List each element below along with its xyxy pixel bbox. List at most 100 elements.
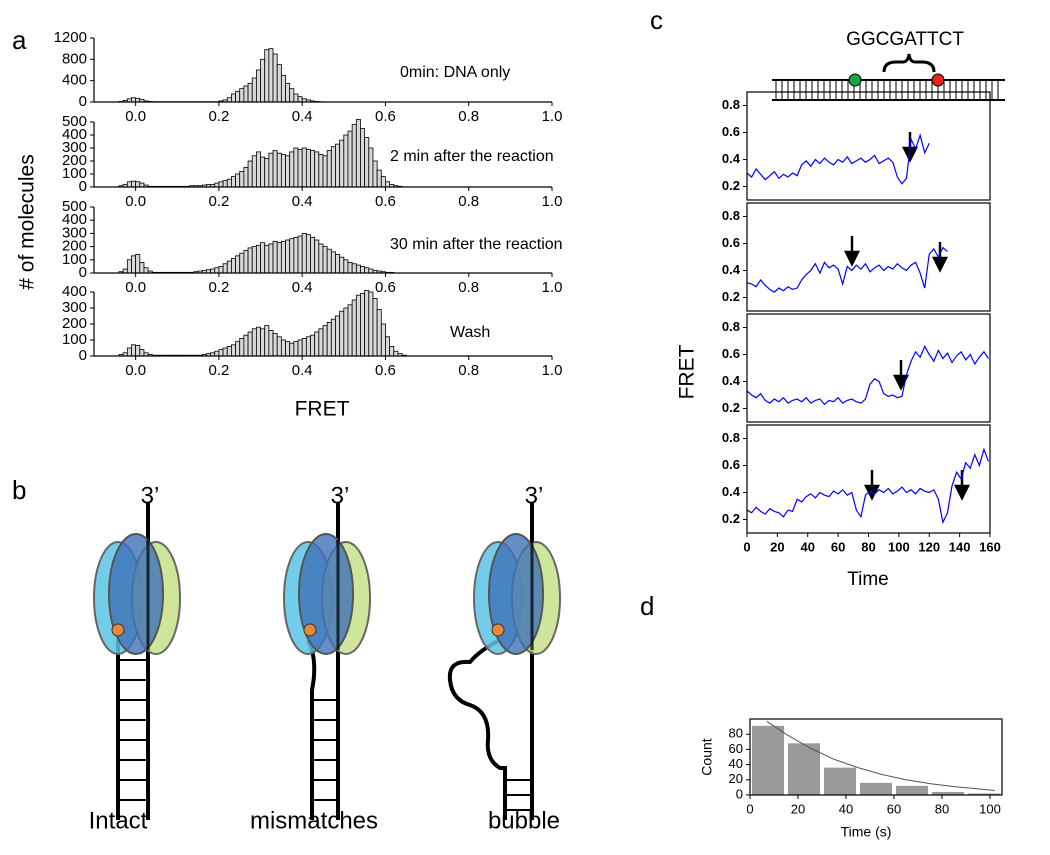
bar xyxy=(243,167,249,188)
bar xyxy=(276,336,282,357)
bar xyxy=(360,265,366,274)
bar xyxy=(301,337,307,357)
fit-curve xyxy=(766,720,995,791)
bar xyxy=(335,315,341,357)
bar xyxy=(305,148,311,188)
bar xyxy=(235,90,241,103)
y-tick-label: 0 xyxy=(79,347,87,364)
bar xyxy=(360,128,366,188)
y-tick-label: 0.4 xyxy=(722,484,741,499)
x-tick-label: 0.4 xyxy=(292,362,313,379)
bar xyxy=(289,88,295,103)
bar xyxy=(289,342,295,357)
bar xyxy=(214,350,220,357)
bar xyxy=(276,242,282,274)
bar xyxy=(310,334,316,357)
bar xyxy=(218,181,224,188)
bar xyxy=(135,254,141,274)
y-tick-label: 300 xyxy=(62,224,87,241)
bar xyxy=(322,155,328,188)
bar xyxy=(360,293,366,357)
bar xyxy=(347,262,353,274)
bar xyxy=(251,155,257,188)
bar xyxy=(272,150,278,188)
bar xyxy=(264,157,270,188)
x-tick-label: 0.8 xyxy=(458,193,479,210)
bar xyxy=(285,341,291,357)
y-tick-label: 0.2 xyxy=(722,289,740,304)
bar xyxy=(380,323,386,357)
bar xyxy=(235,173,241,188)
y-tick-label: 0.6 xyxy=(722,235,740,250)
x-tick-label: 0.0 xyxy=(125,108,146,125)
x-tick-label: 60 xyxy=(831,539,845,554)
bar xyxy=(285,82,291,103)
bar xyxy=(932,791,964,795)
bar xyxy=(330,251,336,274)
x-tick-label: 40 xyxy=(801,539,815,554)
bar xyxy=(343,259,349,274)
bar xyxy=(235,255,241,274)
bar xyxy=(347,304,353,357)
y-tick-label: 0.8 xyxy=(722,208,740,223)
bar xyxy=(339,310,345,357)
trace xyxy=(746,246,948,293)
bar xyxy=(355,294,361,357)
bar xyxy=(289,238,295,274)
bar xyxy=(239,170,245,188)
bar xyxy=(264,244,270,274)
bar xyxy=(289,151,295,188)
bar xyxy=(268,152,274,188)
bar xyxy=(364,137,370,188)
y-tick-label: 40 xyxy=(729,756,743,771)
bar xyxy=(305,234,311,274)
bar xyxy=(376,309,382,357)
x-tick-label: 0.6 xyxy=(375,279,396,296)
bar xyxy=(131,180,137,188)
x-tick-label: 120 xyxy=(918,539,940,554)
bar xyxy=(318,154,324,188)
y-tick-label: 0.8 xyxy=(722,97,740,112)
bar xyxy=(339,139,345,188)
bar xyxy=(131,255,137,274)
bar xyxy=(364,289,370,357)
bar xyxy=(376,169,382,188)
y-axis-title: # of molecules xyxy=(16,154,39,289)
strand-label: 3’ xyxy=(141,482,160,509)
bar xyxy=(264,49,270,103)
bar xyxy=(230,176,236,188)
y-tick-label: 400 xyxy=(62,72,87,89)
bar xyxy=(293,236,299,274)
plot-frame xyxy=(749,718,1003,796)
bar xyxy=(260,58,266,103)
bar xyxy=(314,239,320,274)
y-tick-label: 200 xyxy=(62,152,87,169)
y-tick-label: 400 xyxy=(62,211,87,228)
bar xyxy=(222,263,228,274)
y-tick-label: 100 xyxy=(62,251,87,268)
bar xyxy=(393,350,399,357)
x-tick-label: 0 xyxy=(746,801,753,816)
x-tick-label: 0.4 xyxy=(292,193,313,210)
y-tick-label: 80 xyxy=(729,726,743,741)
x-tick-label: 0.4 xyxy=(292,279,313,296)
y-tick-label: 500 xyxy=(62,198,87,215)
bar xyxy=(355,264,361,274)
bar xyxy=(343,134,349,188)
y-tick-label: 1200 xyxy=(54,29,87,46)
bar xyxy=(255,326,261,357)
bar xyxy=(218,265,224,274)
bar xyxy=(788,743,820,795)
bar xyxy=(135,345,141,357)
x-axis-title: FRET xyxy=(295,398,350,421)
bar xyxy=(364,267,370,274)
bar xyxy=(243,250,249,274)
y-tick-label: 0.8 xyxy=(722,319,740,334)
y-tick-label: 0 xyxy=(79,93,87,110)
sequence-label: GGCGATTCT xyxy=(846,29,964,50)
bar xyxy=(243,85,249,103)
bar xyxy=(255,69,261,103)
annotation: 30 min after the reaction xyxy=(390,236,563,253)
bar xyxy=(310,236,316,274)
bar xyxy=(322,246,328,274)
